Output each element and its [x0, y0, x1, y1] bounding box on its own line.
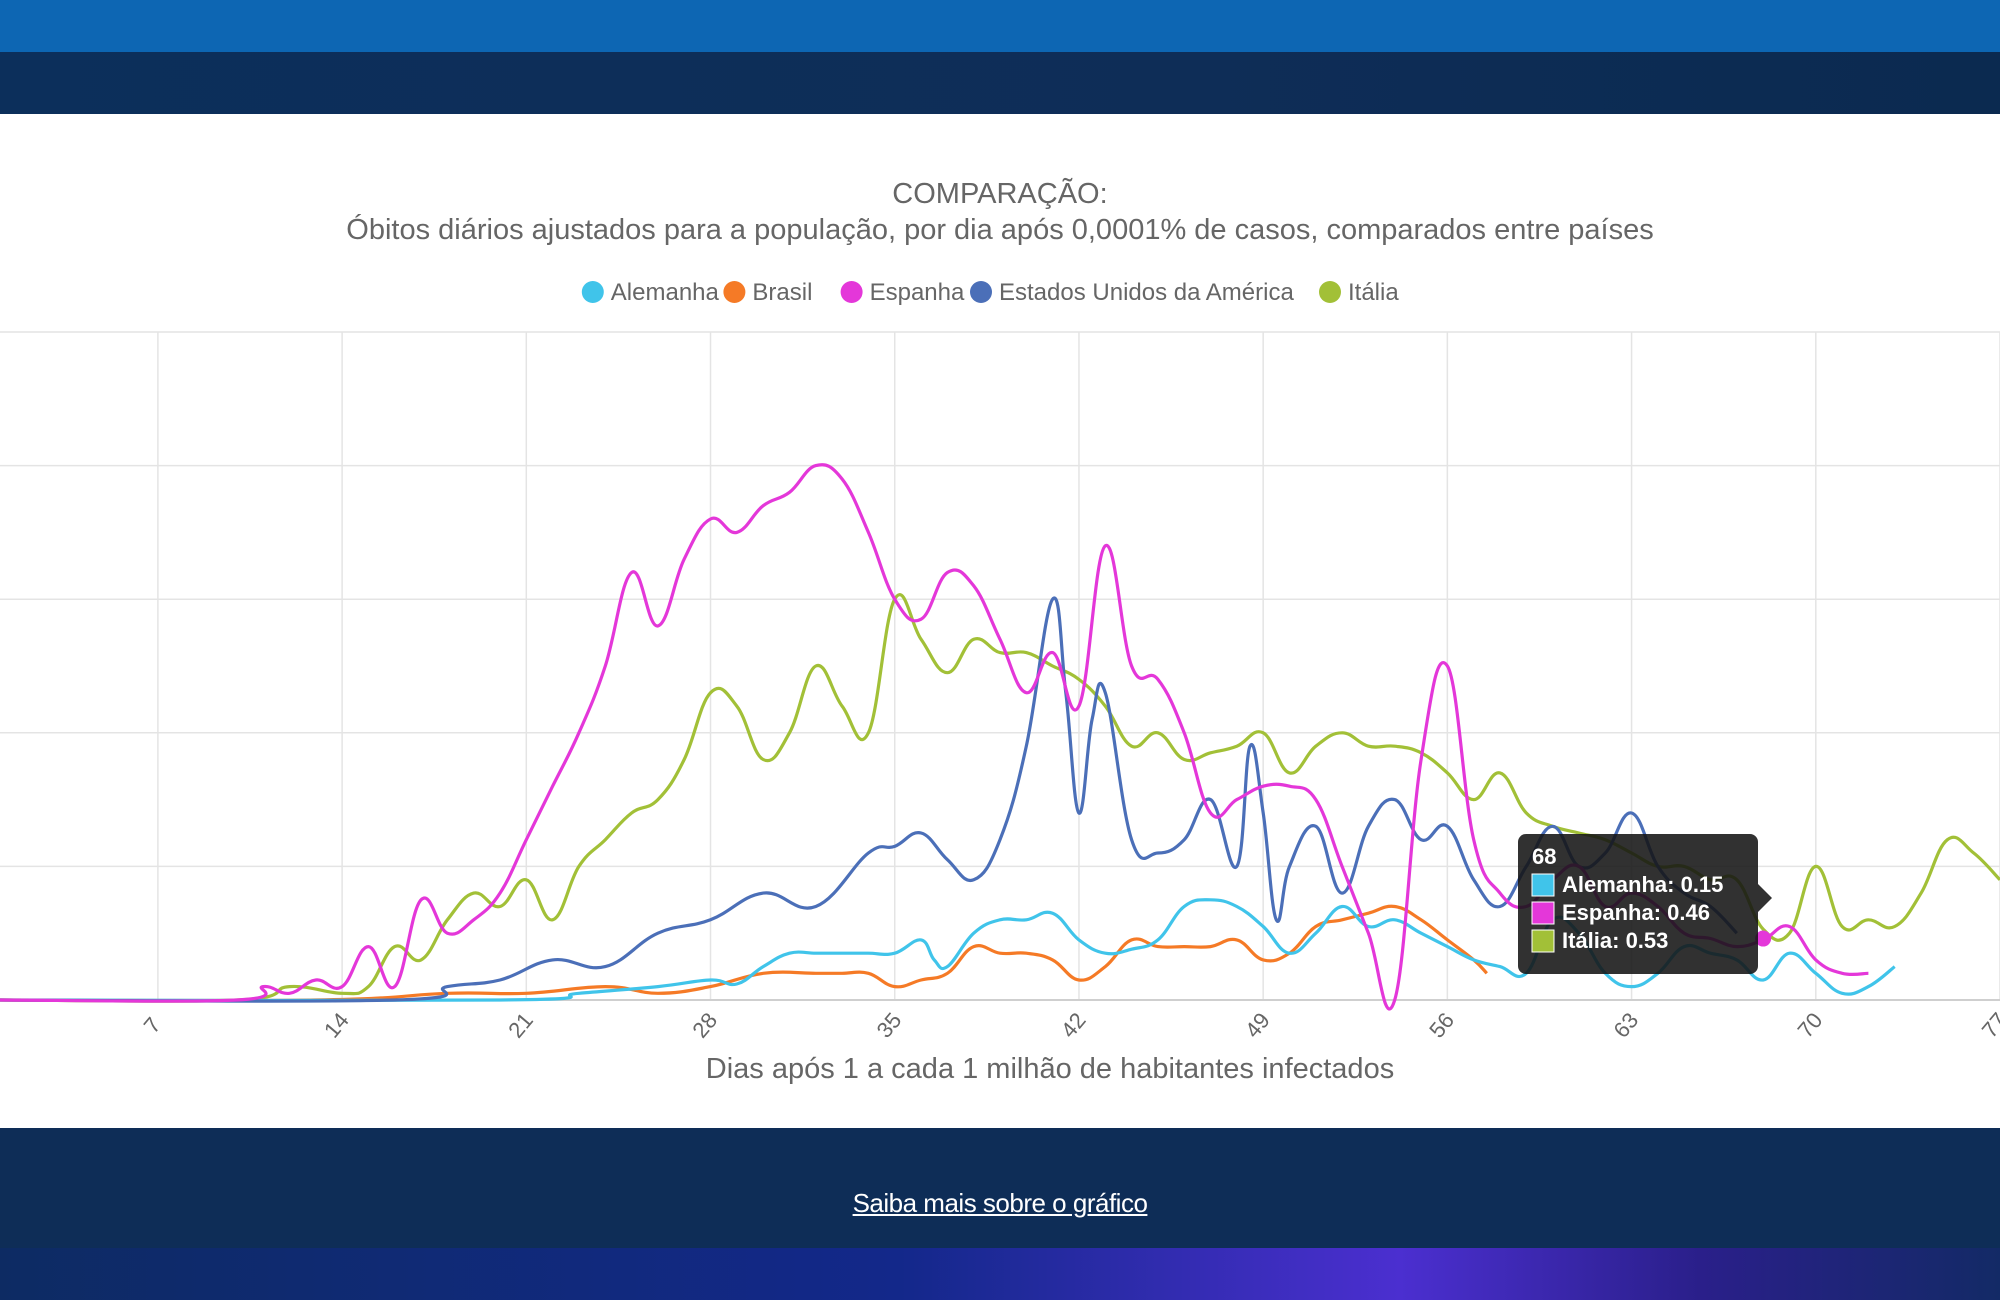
tooltip-item: Espanha: 0.46 — [1562, 900, 1710, 925]
tooltip-title: 68 — [1532, 844, 1556, 869]
series-line-estados-unidos-da-america[interactable] — [0, 596, 1738, 1003]
legend-label: Alemanha — [611, 279, 720, 306]
chart-legend: Alemanha Brasil Espanha Estados Unidos da A… — [581, 279, 1399, 306]
series-line-brasil[interactable] — [0, 904, 1488, 1003]
footer-bar — [0, 1128, 2000, 1248]
x-axis-label: Dias após 1 a cada 1 milhão de habitante… — [706, 1053, 1394, 1085]
legend-marker — [840, 281, 863, 303]
legend-label: Brasil — [752, 279, 812, 306]
legend-marker — [723, 281, 746, 303]
x-tick-label: 63 — [1608, 1008, 1643, 1043]
x-tick-label: 14 — [319, 1008, 354, 1043]
line-chart[interactable]: Alemanha Brasil Espanha Estados Unidos da A… — [0, 114, 2000, 1128]
x-tick-label: 21 — [503, 1008, 538, 1043]
x-tick-label: 70 — [1793, 1008, 1828, 1043]
legend-marker — [581, 281, 604, 303]
chart-subtitle: Óbitos diários ajustados para a populaçã… — [346, 214, 1654, 246]
x-tick-label: 56 — [1424, 1008, 1459, 1043]
tooltip-item: Alemanha: 0.15 — [1562, 872, 1723, 897]
chart-title: COMPARAÇÃO: — [892, 178, 1108, 210]
x-tick-label: 35 — [872, 1008, 907, 1043]
bottom-banner — [0, 1248, 2000, 1300]
chart-grid — [0, 331, 2000, 1001]
top-header-bar — [0, 0, 2000, 52]
legend-item-estados-unidos-da-america[interactable]: Estados Unidos da América — [970, 279, 1294, 306]
legend-marker — [1319, 281, 1341, 303]
chart-series — [0, 463, 2000, 1011]
legend-label: Estados Unidos da América — [999, 279, 1294, 306]
legend-item-alemanha[interactable]: Alemanha — [581, 279, 720, 306]
navigation-bar — [0, 52, 2000, 114]
x-tick-label: 42 — [1056, 1008, 1091, 1043]
legend-item-italia[interactable]: Itália — [1319, 279, 1399, 306]
x-tick-label: 77 — [1977, 1008, 2000, 1043]
tooltip-swatch — [1531, 929, 1555, 953]
legend-item-brasil[interactable]: Brasil — [723, 279, 812, 306]
tooltip-swatch — [1531, 873, 1555, 897]
tooltip-caret — [1758, 884, 1772, 912]
tooltip-swatch — [1531, 901, 1555, 925]
tooltip-item: Itália: 0.53 — [1562, 928, 1668, 953]
learn-more-link[interactable]: Saiba mais sobre o gráfico — [852, 1188, 1148, 1218]
x-tick-label: 7 — [139, 1012, 166, 1037]
hover-point — [1755, 930, 1772, 947]
legend-marker — [970, 281, 992, 303]
legend-label: Itália — [1348, 279, 1399, 306]
legend-item-espanha[interactable]: Espanha — [840, 279, 965, 306]
legend-label: Espanha — [870, 279, 965, 306]
x-tick-label: 49 — [1240, 1008, 1275, 1043]
x-axis-ticks: 7 14 21 28 35 42 49 56 63 70 77 — [139, 1008, 2000, 1043]
tooltip-box — [1518, 834, 1758, 974]
x-tick-label: 28 — [687, 1008, 722, 1043]
